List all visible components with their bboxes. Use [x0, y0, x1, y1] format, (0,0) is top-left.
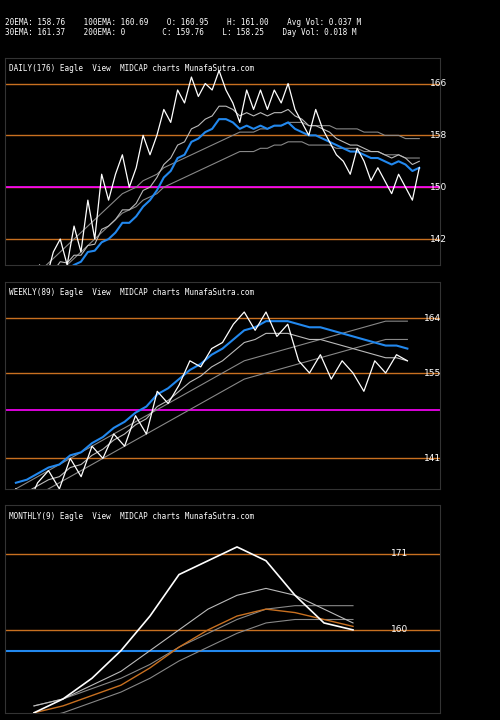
Text: 166: 166 — [430, 79, 447, 88]
Text: 164: 164 — [424, 314, 441, 323]
Text: 160: 160 — [390, 626, 408, 634]
Text: 20EMA: 158.76    100EMA: 160.69    O: 160.95    H: 161.00    Avg Vol: 0.037 M
30: 20EMA: 158.76 100EMA: 160.69 O: 160.95 H… — [5, 18, 361, 37]
Text: 171: 171 — [390, 549, 408, 558]
Text: 150: 150 — [430, 183, 447, 192]
Text: WEEKLY(89) Eagle  View  MIDCAP charts MunafaSutra.com: WEEKLY(89) Eagle View MIDCAP charts Muna… — [10, 288, 254, 297]
Text: DAILY(176) Eagle  View  MIDCAP charts MunafaSutra.com: DAILY(176) Eagle View MIDCAP charts Muna… — [10, 64, 254, 73]
Text: 158: 158 — [430, 131, 447, 140]
Text: 142: 142 — [430, 235, 446, 243]
Text: 155: 155 — [424, 369, 441, 377]
Text: 141: 141 — [424, 454, 441, 463]
Text: MONTHLY(9) Eagle  View  MIDCAP charts MunafaSutra.com: MONTHLY(9) Eagle View MIDCAP charts Muna… — [10, 512, 254, 521]
